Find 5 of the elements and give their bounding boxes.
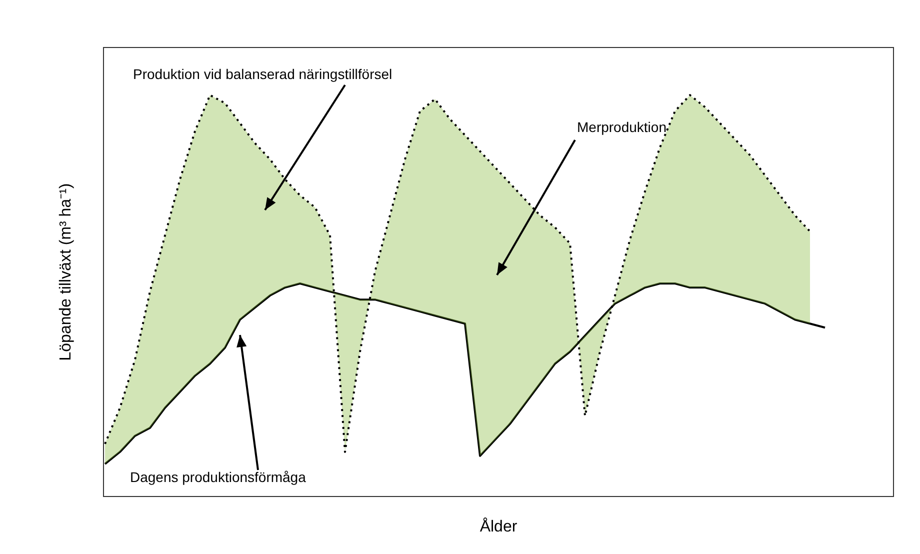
annotation: Dagens produktionsförmåga — [130, 469, 306, 485]
annotation: Merproduktion — [577, 119, 666, 135]
text: Produktion vid balanserad näringstillförsel — [133, 66, 392, 82]
y-axis-title: Löpande tillväxt (m³ ha⁻¹) — [58, 183, 74, 361]
x-axis-title: Ålder — [480, 518, 518, 536]
